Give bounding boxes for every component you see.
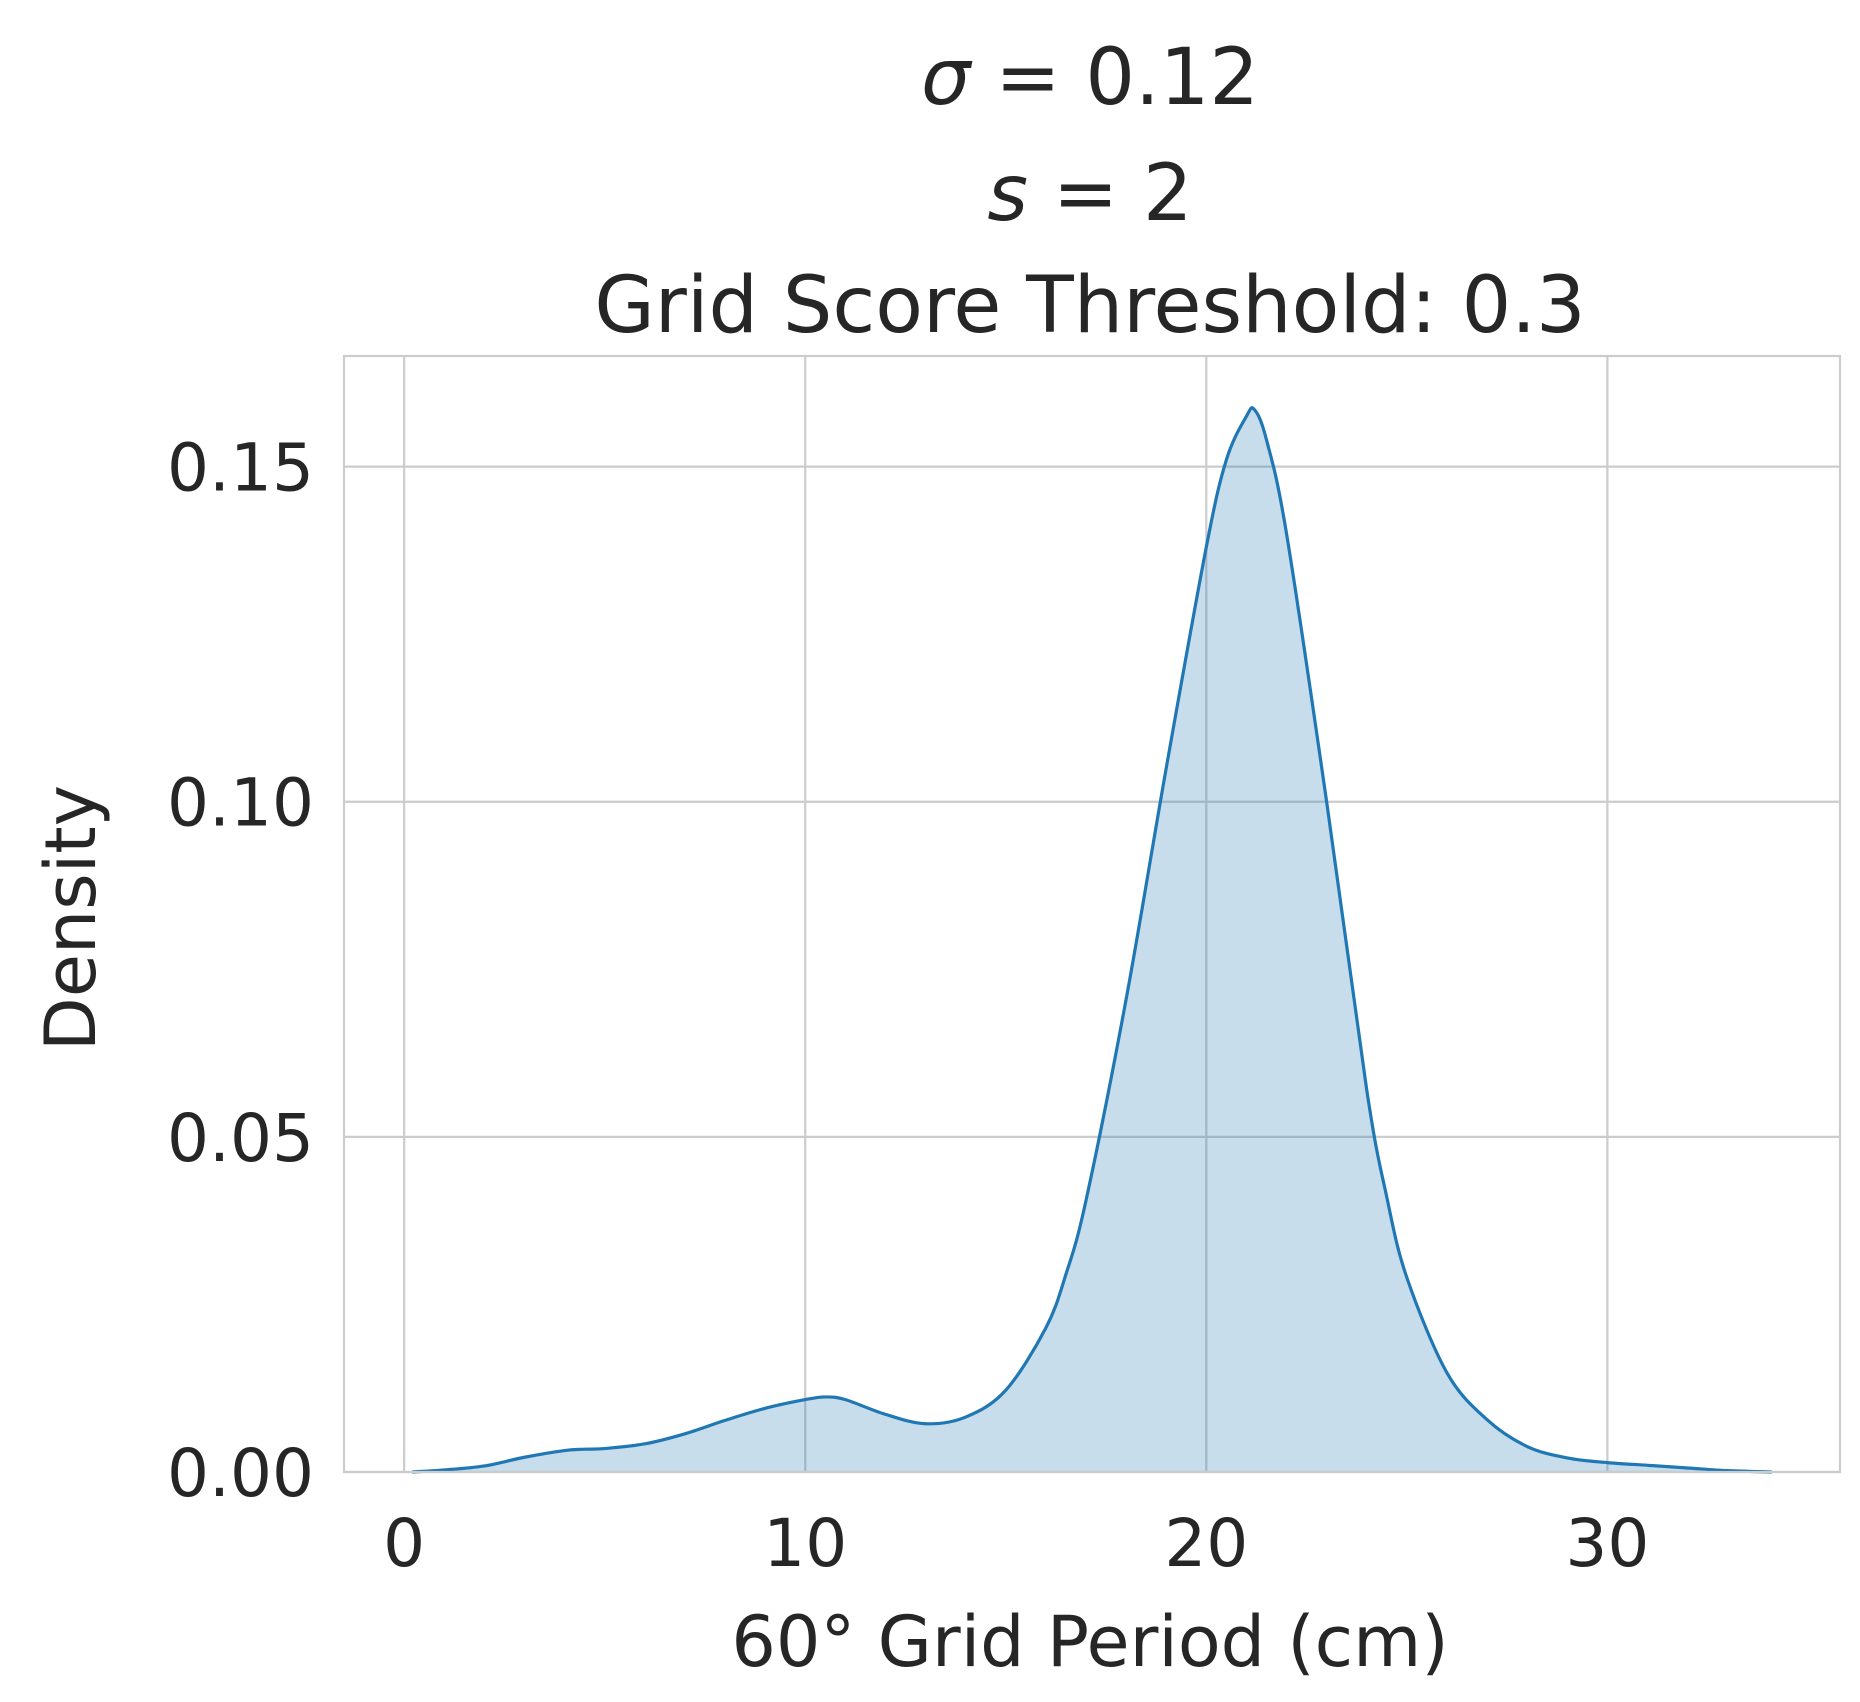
plot-frame — [342, 354, 1842, 1474]
title-line-s: s = 2 — [987, 149, 1192, 239]
title-line-threshold: Grid Score Threshold: 0.3 — [594, 261, 1585, 351]
chart-title: σ = 0.12 s = 2 Grid Score Threshold: 0.3 — [594, 33, 1585, 351]
x-axis-label: 60° Grid Period (cm) — [731, 1601, 1448, 1683]
y-tick-label-0: 0.00 — [167, 1435, 314, 1512]
kde-plot — [412, 406, 1772, 1474]
title-sigma-symbol: σ — [921, 33, 973, 123]
x-tick-labels: 0 10 20 30 — [383, 1505, 1649, 1582]
y-tick-labels: 0.00 0.05 0.10 0.15 — [167, 430, 314, 1512]
density-curve-line — [412, 406, 1772, 1474]
y-tick-label-3: 0.15 — [167, 430, 314, 507]
y-tick-label-2: 0.10 — [167, 765, 314, 842]
title-line-sigma: σ = 0.12 — [921, 33, 1259, 123]
title-sigma-value: = 0.12 — [970, 33, 1259, 123]
title-s-value: = 2 — [1028, 149, 1193, 239]
y-axis-label: Density — [30, 785, 112, 1051]
x-tick-label-0: 0 — [383, 1505, 425, 1582]
density-area-fill — [412, 407, 1772, 1473]
x-tick-label-1: 10 — [763, 1505, 847, 1582]
y-tick-label-1: 0.05 — [167, 1100, 314, 1177]
x-tick-label-3: 30 — [1565, 1505, 1649, 1582]
x-tick-label-2: 20 — [1164, 1505, 1248, 1582]
title-s-symbol: s — [987, 149, 1028, 239]
